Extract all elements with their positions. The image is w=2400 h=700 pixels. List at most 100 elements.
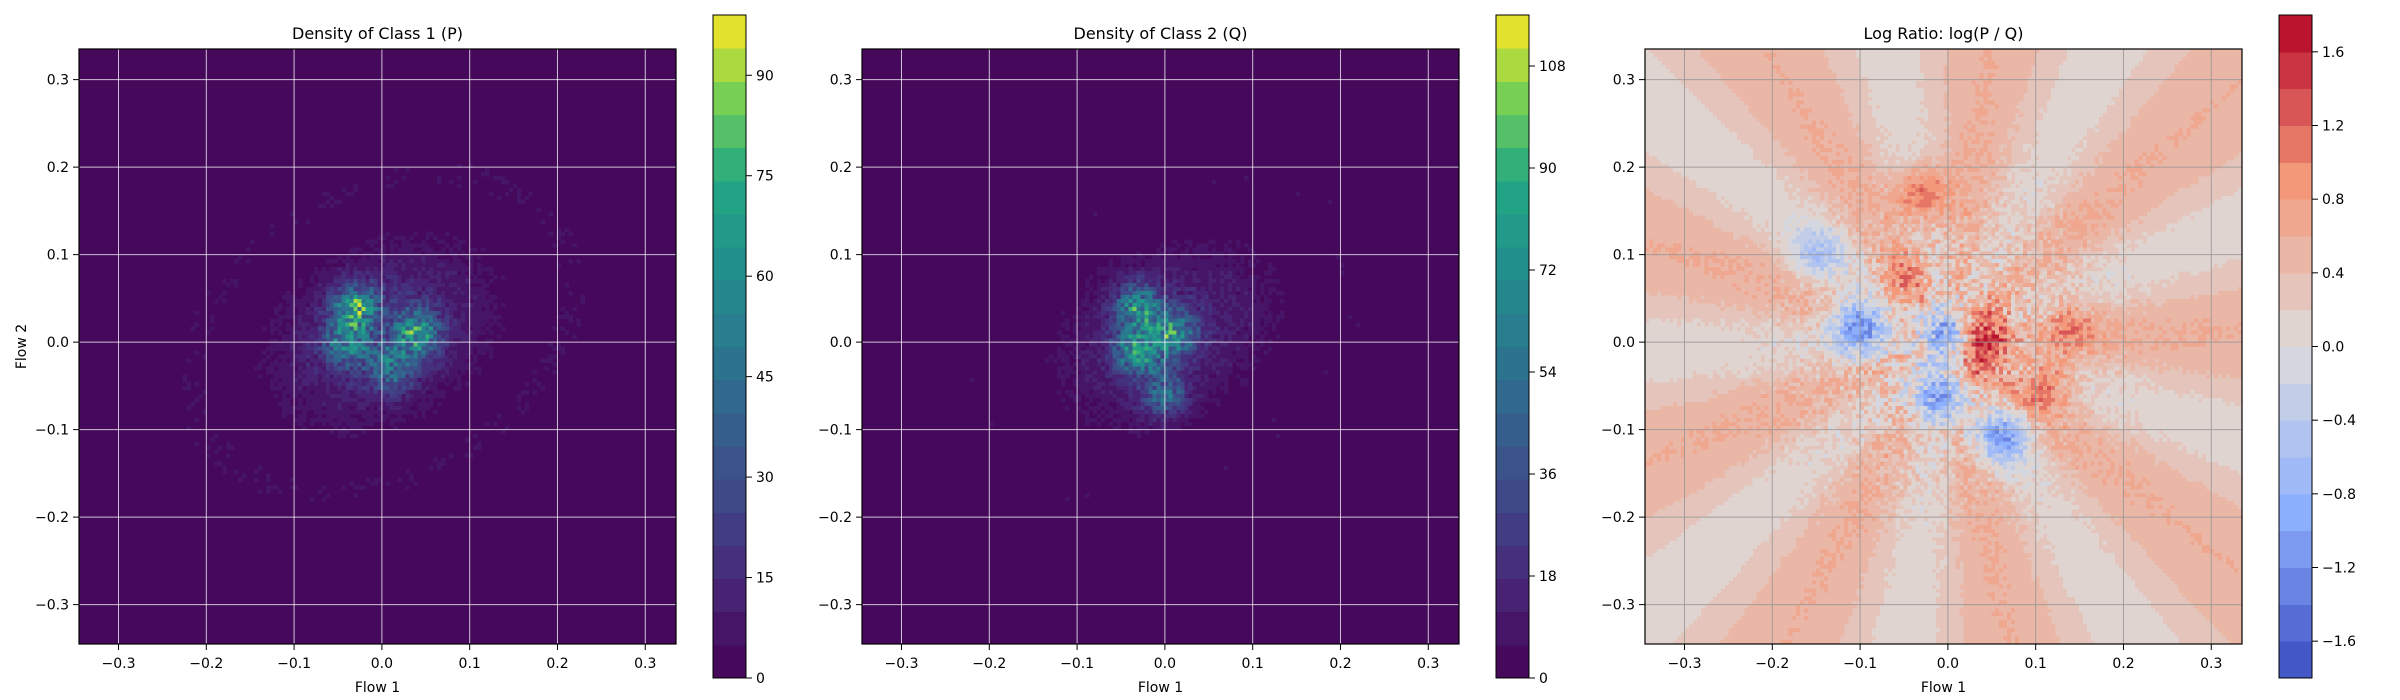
contour-cell xyxy=(1664,544,1670,550)
contour-cell xyxy=(254,366,259,371)
contour-cell xyxy=(1652,195,1658,201)
contour-cell xyxy=(1049,354,1054,359)
contour-cell xyxy=(1096,362,1102,367)
contour-cell xyxy=(1668,267,1674,272)
contour-cell xyxy=(1112,298,1118,304)
contour-cell xyxy=(250,239,255,244)
contour-cell xyxy=(1128,413,1134,419)
contour-cell xyxy=(1216,342,1221,347)
contour-cell xyxy=(1208,366,1213,371)
contour-cell xyxy=(230,445,235,451)
contour-cell xyxy=(345,362,351,367)
contour-cell xyxy=(349,409,355,415)
contour-cell xyxy=(469,271,474,276)
contour-cell xyxy=(397,255,402,260)
contour-cell xyxy=(1168,298,1173,304)
contour-cell xyxy=(1648,445,1654,451)
contour-cell xyxy=(345,394,351,399)
contour-cell xyxy=(305,290,311,296)
contour-cell xyxy=(329,338,335,343)
contour-cell xyxy=(289,477,295,482)
contour-cell xyxy=(1212,263,1217,268)
contour-cell xyxy=(1252,263,1257,268)
contour-cell xyxy=(405,406,410,411)
contour-cell xyxy=(1152,398,1157,403)
contour-cell xyxy=(1275,279,1281,284)
contour-cell xyxy=(1216,275,1221,280)
contour-cell xyxy=(437,279,442,284)
contour-cell xyxy=(461,271,466,276)
y-tick-label: −0.3 xyxy=(35,598,69,614)
contour-cell xyxy=(473,306,478,312)
contour-cell xyxy=(1224,259,1229,264)
contour-cell xyxy=(397,275,402,280)
contour-cell xyxy=(1108,271,1114,276)
contour-cell xyxy=(1168,294,1173,300)
contour-cell xyxy=(417,259,422,264)
contour-cell xyxy=(1668,100,1674,105)
contour-cell xyxy=(1224,358,1229,363)
contour-cell xyxy=(1648,417,1654,423)
contour-cell xyxy=(568,259,573,264)
contour-cell xyxy=(1224,314,1229,320)
contour-cell xyxy=(1148,334,1153,339)
contour-cell xyxy=(1648,223,1654,228)
contour-cell xyxy=(1244,279,1249,284)
contour-cell xyxy=(1648,497,1654,502)
contour-cell xyxy=(373,378,378,383)
contour-cell xyxy=(1092,338,1098,343)
contour-cell xyxy=(1128,429,1134,435)
contour-cell xyxy=(1212,322,1217,328)
contour-cell xyxy=(1160,283,1165,288)
contour-cell xyxy=(1124,366,1130,371)
contour-cell xyxy=(1164,275,1169,280)
contour-cell xyxy=(1188,386,1193,391)
contour-cell xyxy=(1108,342,1114,347)
contour-cell xyxy=(1124,302,1130,308)
contour-cell xyxy=(381,338,386,343)
contour-cell xyxy=(289,342,295,347)
contour-cell xyxy=(365,263,370,268)
contour-cell xyxy=(1240,287,1245,292)
contour-cell xyxy=(1132,382,1138,387)
contour-cell xyxy=(1136,318,1141,324)
contour-cell xyxy=(421,326,426,332)
contour-cell xyxy=(1116,362,1122,367)
contour-cell xyxy=(1664,417,1670,423)
contour-cell xyxy=(1236,283,1241,288)
contour-cell xyxy=(1116,350,1122,355)
contour-cell xyxy=(1668,199,1674,205)
contour-cell xyxy=(1240,259,1245,264)
contour-cell xyxy=(389,350,394,355)
contour-cell xyxy=(409,302,414,308)
contour-cell xyxy=(313,326,319,332)
contour-cell xyxy=(1156,267,1161,272)
contour-cell xyxy=(1084,279,1090,284)
contour-cell xyxy=(397,382,402,387)
contour-cell xyxy=(1656,465,1662,470)
contour-cell xyxy=(409,310,414,316)
contour-cell xyxy=(1664,489,1670,494)
contour-cell xyxy=(305,334,311,339)
contour-cell xyxy=(270,342,275,347)
contour-cell xyxy=(1664,413,1670,419)
contour-cell xyxy=(425,350,430,355)
contour-cell xyxy=(357,263,362,268)
contour-cell xyxy=(1112,394,1118,399)
contour-cell xyxy=(262,350,267,355)
contour-cell xyxy=(1660,239,1666,244)
contour-cell xyxy=(1656,271,1662,276)
contour-cell xyxy=(1664,259,1670,264)
contour-cell xyxy=(1120,362,1126,367)
contour-cell xyxy=(1152,290,1157,296)
contour-cell xyxy=(381,302,386,308)
contour-cell xyxy=(341,394,347,399)
contour-cell xyxy=(381,386,386,391)
contour-cell xyxy=(349,247,355,252)
contour-cell xyxy=(1100,378,1106,383)
contour-cell xyxy=(405,255,410,260)
contour-cell xyxy=(1144,417,1149,423)
contour-cell xyxy=(301,378,307,383)
contour-cell xyxy=(357,409,362,415)
contour-cell xyxy=(465,302,470,308)
